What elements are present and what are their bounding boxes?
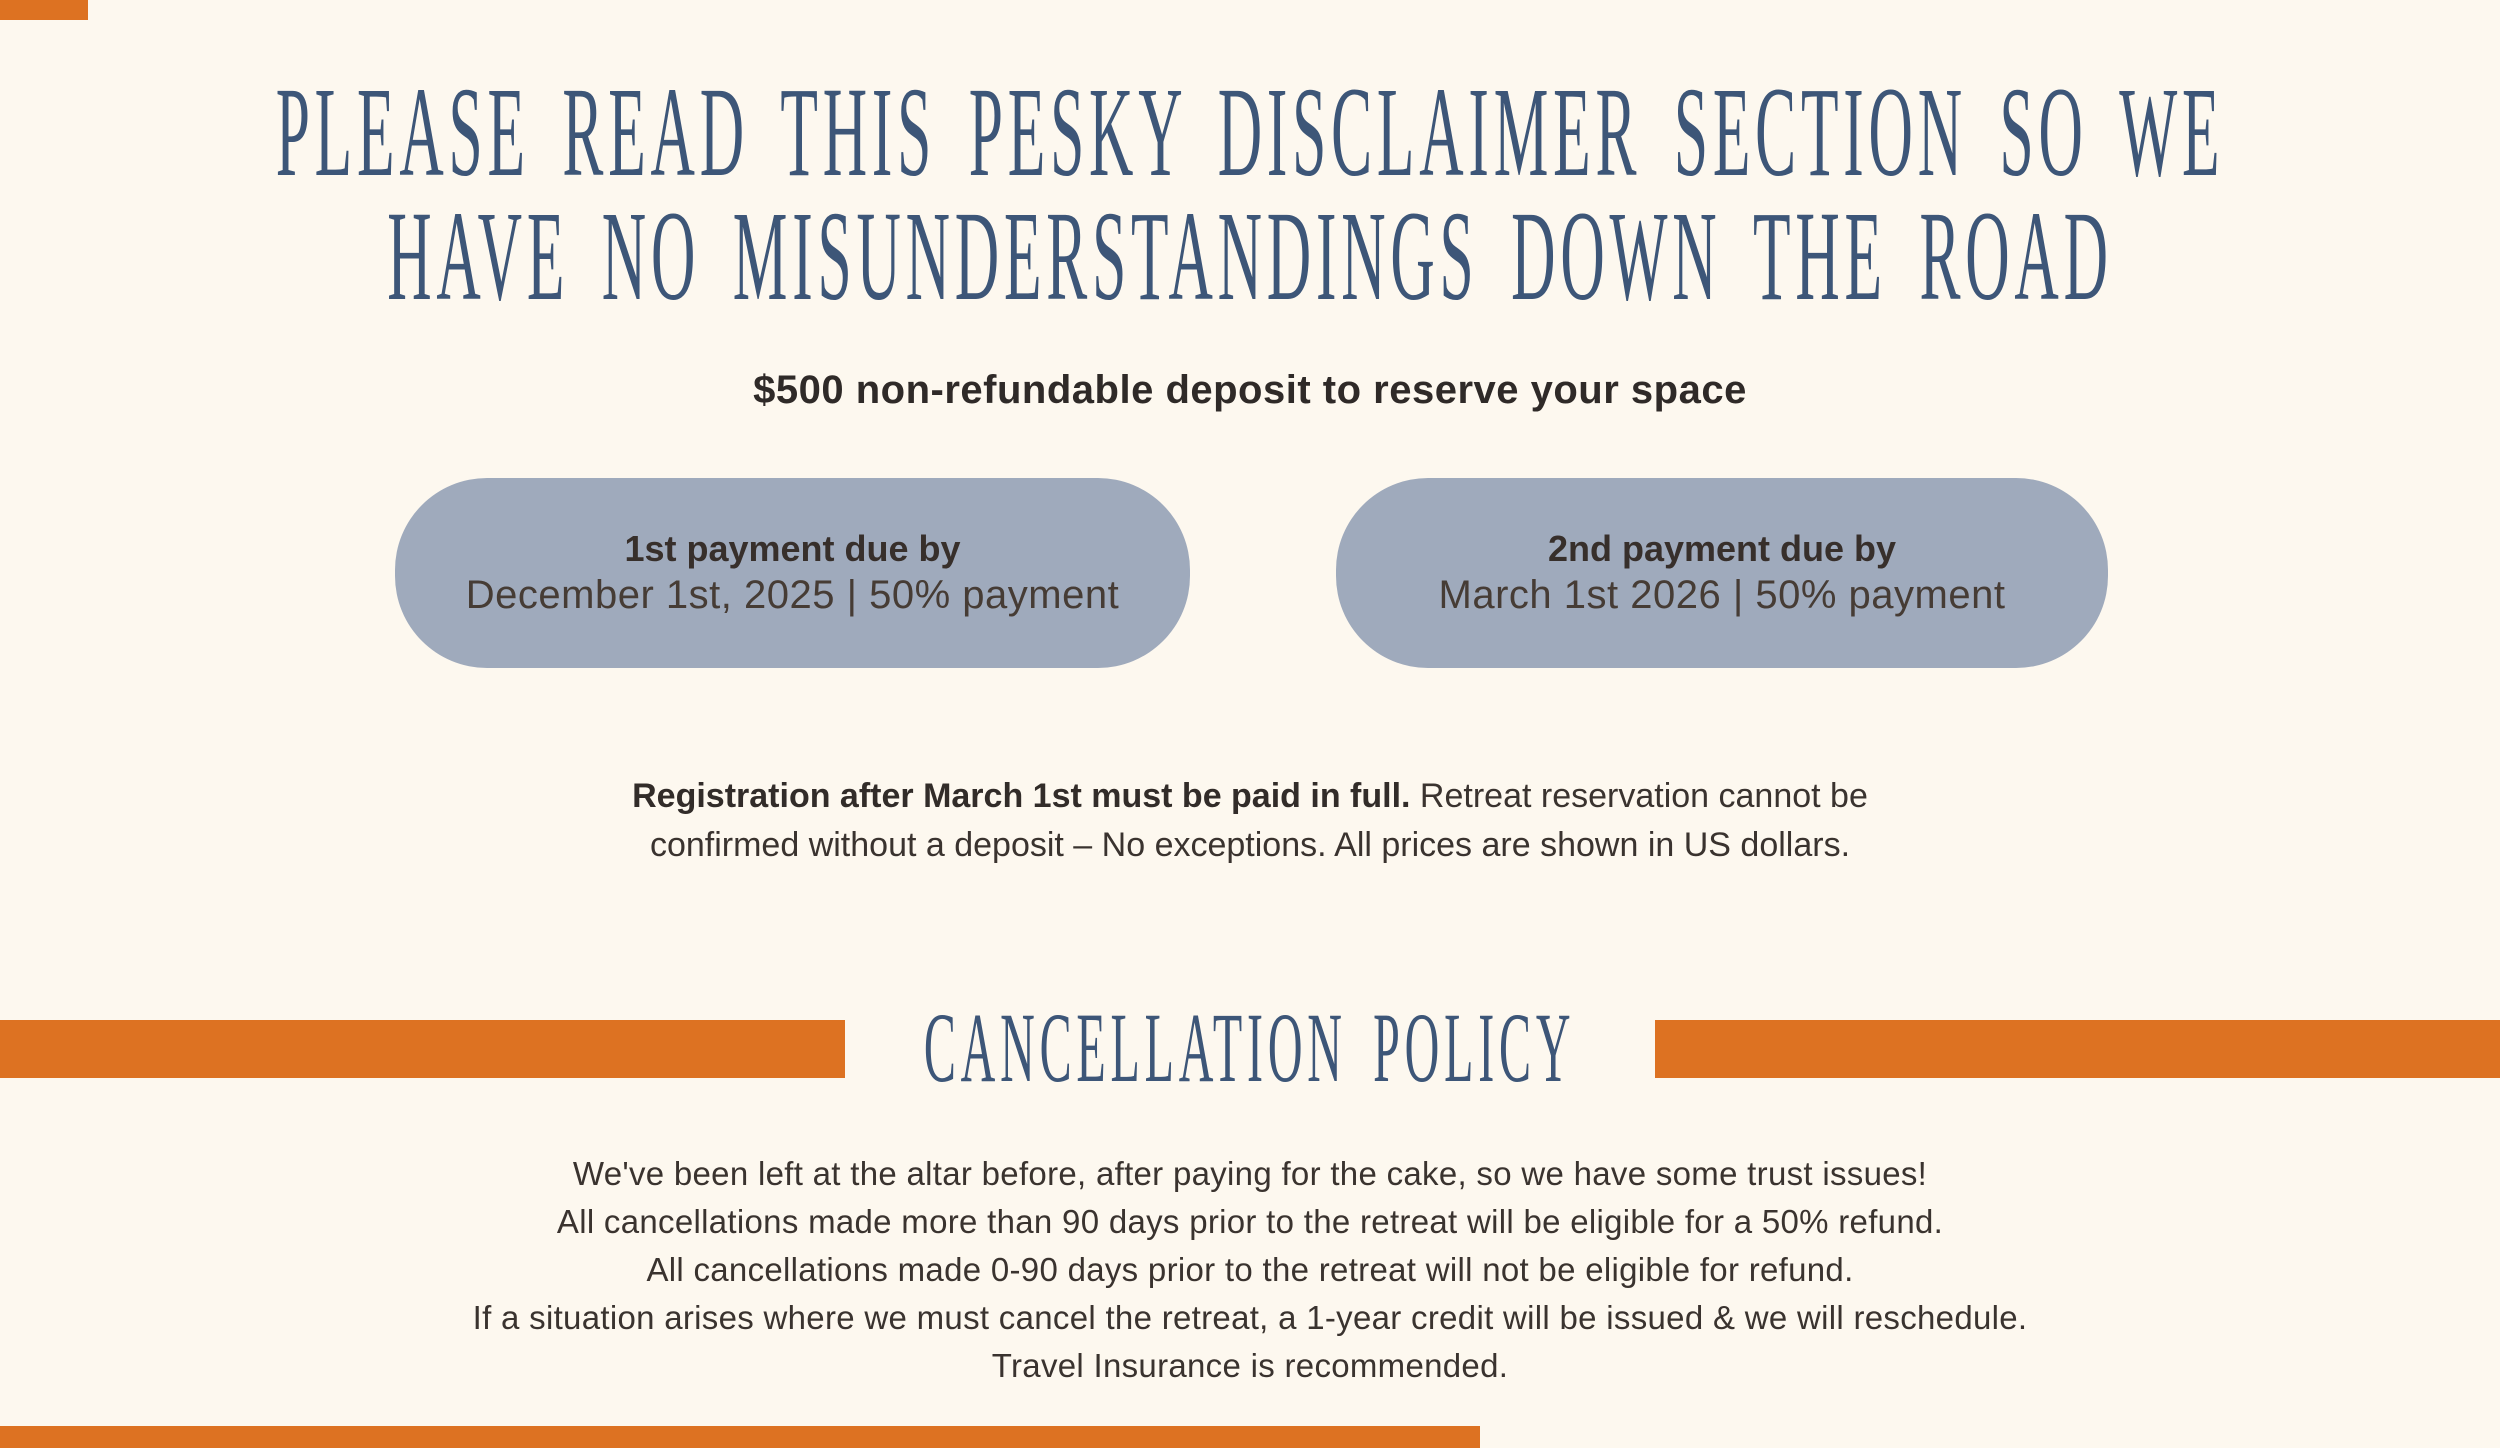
cancellation-title: CANCELLATION POLICY — [924, 992, 1576, 1103]
cancellation-line: All cancellations made more than 90 days… — [556, 1203, 1944, 1240]
page-title-line-2: HAVE NO MISUNDERSTANDINGS DOWN THE ROAD — [387, 185, 2113, 327]
registration-note: Registration after March 1st must be pai… — [0, 772, 2500, 870]
payment-card-2-detail: March 1st 2026 | 50% payment — [1438, 573, 2006, 617]
cancellation-line: If a situation arises where we must canc… — [472, 1299, 2028, 1336]
divider-bar-left — [0, 1020, 845, 1078]
top-left-accent-bar — [0, 0, 88, 20]
payment-card-1-detail: December 1st, 2025 | 50% payment — [465, 573, 1120, 617]
cancellation-title-wrap: CANCELLATION POLICY — [0, 998, 2500, 1098]
cancellation-line: All cancellations made 0-90 days prior t… — [646, 1251, 1854, 1288]
page-title-line-1: PLEASE READ THIS PESKY DISCLAIMER SECTIO… — [275, 61, 2225, 203]
registration-note-bold: Registration after March 1st must be pai… — [632, 777, 1411, 815]
cancellation-line: Travel Insurance is recommended. — [991, 1347, 1509, 1384]
deposit-note: $500 non-refundable deposit to reserve y… — [753, 368, 1747, 412]
divider-bar-right — [1655, 1020, 2500, 1078]
cancellation-line: We've been left at the altar before, aft… — [572, 1155, 1928, 1192]
payment-card-2-title: 2nd payment due by — [1547, 528, 1897, 569]
payment-card-2: 2nd payment due by March 1st 2026 | 50% … — [1336, 478, 2108, 668]
payment-card-1-title: 1st payment due by — [624, 528, 961, 569]
bottom-accent-bar — [0, 1426, 1480, 1448]
cancellation-policy-text: We've been left at the altar before, aft… — [0, 1150, 2500, 1390]
cancellation-divider: CANCELLATION POLICY — [0, 998, 2500, 1098]
registration-note-line2: confirmed without a deposit – No excepti… — [649, 826, 1851, 864]
payment-card-1: 1st payment due by December 1st, 2025 | … — [395, 478, 1190, 668]
registration-note-rest: Retreat reservation cannot be — [1410, 777, 1868, 815]
